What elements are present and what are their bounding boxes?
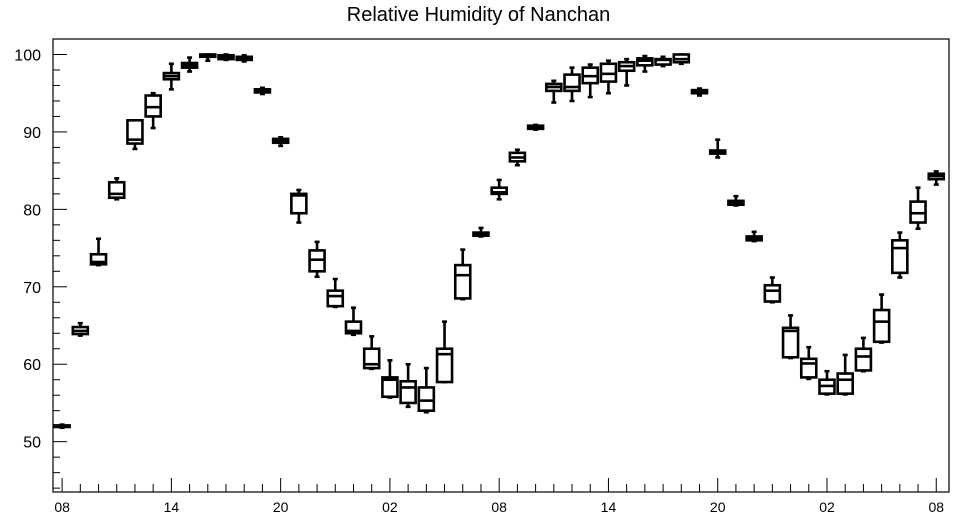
box-mark xyxy=(909,186,927,231)
box-mark xyxy=(727,194,745,207)
box-mark xyxy=(636,54,654,73)
iqr-box xyxy=(763,283,782,303)
iqr-box xyxy=(799,357,818,379)
iqr-box xyxy=(563,73,581,93)
x-tick-label: 08 xyxy=(928,499,944,515)
box-mark xyxy=(198,53,217,62)
iqr-box xyxy=(490,186,508,196)
box-mark xyxy=(490,178,508,201)
iqr-box xyxy=(399,379,417,405)
box-mark xyxy=(453,248,472,301)
iqr-box xyxy=(781,326,800,359)
box-mark xyxy=(526,123,545,131)
box-mark xyxy=(563,66,581,103)
box-mark xyxy=(872,293,891,344)
box-mark xyxy=(326,277,345,309)
y-tick-label: 90 xyxy=(23,125,41,142)
box-mark xyxy=(53,423,71,430)
box-mark xyxy=(435,320,454,384)
iqr-box xyxy=(854,347,873,372)
box-mark xyxy=(708,138,727,159)
box-mark xyxy=(617,57,636,87)
box-mark xyxy=(271,136,290,148)
box-mark xyxy=(599,59,618,95)
iqr-box xyxy=(126,119,144,145)
box-mark xyxy=(891,231,909,279)
box-mark xyxy=(290,188,308,224)
iqr-box xyxy=(435,347,454,384)
x-tick-label: 14 xyxy=(164,499,180,515)
box-mark xyxy=(107,177,126,201)
box-mark xyxy=(235,53,254,63)
x-tick-label: 20 xyxy=(710,499,726,515)
box-mark xyxy=(927,170,946,186)
box-mark xyxy=(781,314,800,360)
box-mark xyxy=(799,345,818,381)
y-tick-label: 60 xyxy=(23,357,41,374)
box-mark xyxy=(745,230,763,243)
box-mark xyxy=(308,240,326,279)
x-tick-label: 08 xyxy=(54,499,70,515)
iqr-box xyxy=(344,320,363,335)
box-mark xyxy=(253,86,272,96)
box-mark xyxy=(581,63,600,99)
iqr-box xyxy=(417,386,436,412)
box-mark xyxy=(381,359,399,399)
box-mark xyxy=(854,336,873,373)
box-mark xyxy=(162,62,181,91)
box-mark xyxy=(217,53,235,62)
y-tick-label: 50 xyxy=(23,435,41,452)
box-mark xyxy=(362,335,381,371)
box-mark xyxy=(472,226,490,238)
box-mark xyxy=(126,119,144,151)
x-tick-label: 02 xyxy=(382,499,398,515)
iqr-box xyxy=(872,308,891,344)
y-tick-label: 100 xyxy=(14,47,41,64)
box-mark xyxy=(654,55,672,68)
x-tick-label: 14 xyxy=(601,499,617,515)
box-series xyxy=(53,53,946,430)
iqr-box xyxy=(89,252,108,266)
iqr-box xyxy=(326,289,345,308)
axes: 50 60 70 80 90 100 08 14 20 02 08 14 20 02 08 xyxy=(14,38,950,515)
box-mark xyxy=(818,369,836,396)
plot-frame xyxy=(52,38,950,493)
x-tick-label: 08 xyxy=(491,499,507,515)
iqr-box xyxy=(891,239,909,275)
iqr-box xyxy=(836,372,854,395)
box-mark xyxy=(763,276,782,304)
chart-title: Relative Humidity of Nanchan xyxy=(346,4,611,26)
box-mark xyxy=(71,321,90,337)
box-mark xyxy=(144,91,162,130)
box-mark xyxy=(545,79,563,104)
box-mark xyxy=(508,148,527,167)
box-mark xyxy=(399,362,417,409)
x-tick-label: 02 xyxy=(819,499,835,515)
iqr-box xyxy=(453,263,472,300)
iqr-box xyxy=(290,192,308,215)
box-mark xyxy=(672,53,691,66)
iqr-box xyxy=(381,376,399,399)
box-mark xyxy=(836,353,854,396)
box-mark xyxy=(180,56,199,73)
y-tick-label: 80 xyxy=(23,202,41,219)
iqr-box xyxy=(107,180,126,200)
x-tick-label: 20 xyxy=(273,499,289,515)
box-mark xyxy=(344,306,363,337)
box-mark xyxy=(89,237,108,267)
y-tick-label: 70 xyxy=(23,280,41,297)
box-mark xyxy=(417,366,436,414)
box-mark xyxy=(690,87,709,97)
